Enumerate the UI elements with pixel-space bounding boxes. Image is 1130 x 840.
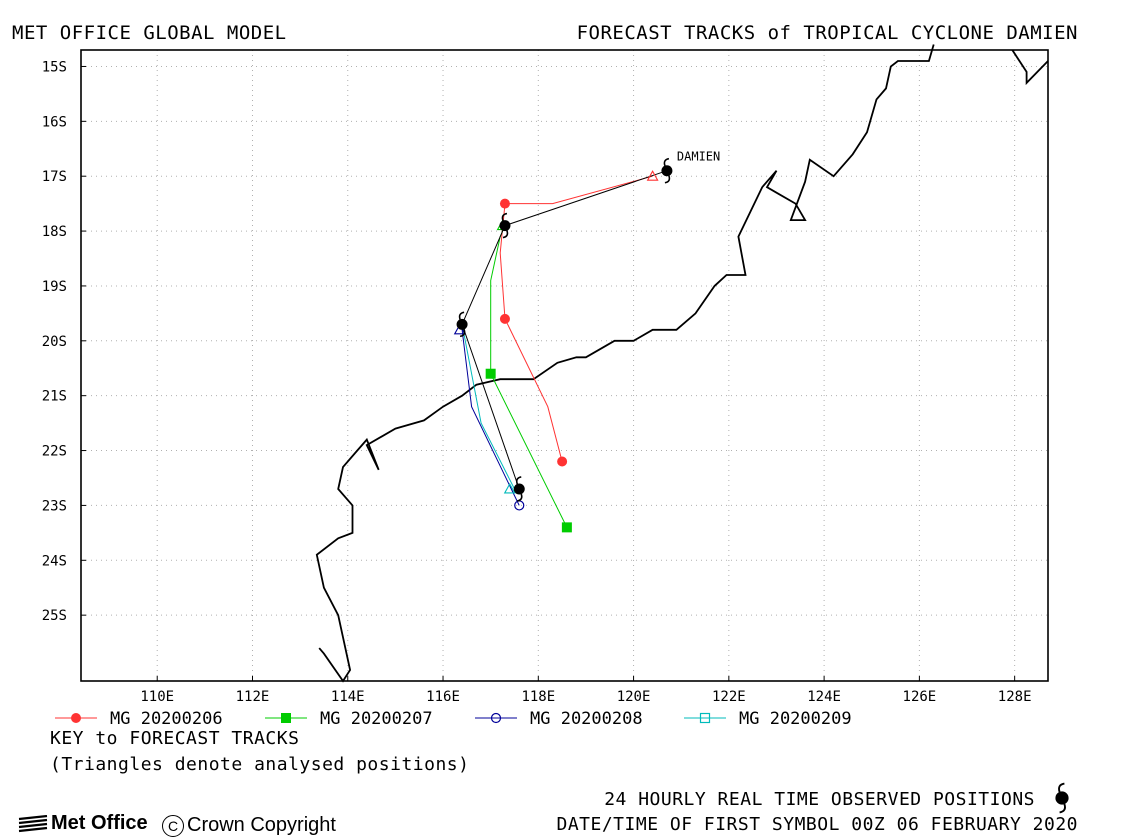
- chart-title: FORECAST TRACKS of TROPICAL CYCLONE DAMI…: [576, 22, 1078, 44]
- track-mg-20200207: [490, 225, 568, 528]
- y-tick-label: 18S: [42, 224, 67, 240]
- cyclone-icon: [1055, 782, 1069, 814]
- x-tick-label: 112E: [236, 689, 270, 705]
- coastline-northeast: [1011, 49, 1049, 86]
- x-tick-label: 128E: [998, 689, 1032, 705]
- x-tick-label: 116E: [426, 689, 460, 705]
- plot-frame: [80, 49, 1049, 682]
- cyclone-icon: [499, 212, 511, 239]
- x-tick-label: 118E: [521, 689, 555, 705]
- y-tick-label: 22S: [42, 444, 67, 460]
- y-tick-label: 20S: [42, 334, 67, 350]
- y-tick-label: 25S: [42, 608, 67, 624]
- y-tick-label: 17S: [42, 169, 67, 185]
- observed-positions: DAMIEN: [453, 150, 720, 502]
- x-tick-label: 110E: [140, 689, 174, 705]
- key-title: KEY to FORECAST TRACKS: [50, 728, 300, 749]
- cyclone-icon: [456, 311, 468, 338]
- track-point: [499, 313, 510, 324]
- forecast-tracks: [461, 175, 653, 533]
- x-tick-label: 120E: [617, 689, 651, 705]
- observed-position-cyclone-icon: [1055, 782, 1069, 814]
- legend-marker: [71, 713, 81, 723]
- met-office-waves-icon: [18, 814, 48, 832]
- x-tick-label: 124E: [807, 689, 841, 705]
- analysed-position-triangle: [646, 170, 659, 181]
- legend-marker: [281, 713, 291, 723]
- first-symbol-datetime: DATE/TIME OF FIRST SYMBOL 00Z 06 FEBRUAR…: [556, 814, 1078, 835]
- track-point: [499, 198, 510, 209]
- track-mg-20200208: [461, 329, 520, 506]
- legend: MG 20200206 MG 20200207 MG 20200208 MG 2020…: [55, 709, 852, 729]
- cyclone-icon: [661, 157, 673, 184]
- key-note: (Triangles denote analysed positions): [50, 754, 470, 775]
- legend-label: MG 20200206: [110, 709, 223, 729]
- legend-label: MG 20200209: [739, 709, 852, 729]
- y-tick-label: 24S: [42, 553, 67, 569]
- x-tick-label: 122E: [712, 689, 746, 705]
- y-tick-label: 23S: [42, 498, 67, 514]
- observed-positions-label: 24 HOURLY REAL TIME OBSERVED POSITIONS: [604, 789, 1035, 810]
- observed-track-line: [461, 170, 668, 490]
- x-tick-label: 126E: [903, 689, 937, 705]
- legend-label: MG 20200207: [320, 709, 433, 729]
- coastline: [315, 44, 1049, 683]
- analysed-position-triangle: [503, 482, 516, 494]
- axis-ticks: 110E 112E 114E 116E 118E 120E 122E 124E 126E 128E…: [42, 59, 1032, 705]
- y-tick-label: 19S: [42, 279, 67, 295]
- track-point: [557, 456, 568, 467]
- x-tick-label: 114E: [331, 689, 365, 705]
- legend-label: MG 20200208: [530, 709, 643, 729]
- track-mg-20200206: [499, 175, 653, 462]
- met-office-logo: Met Office: [18, 812, 148, 835]
- legend-marker: [699, 712, 711, 724]
- track-mg-20200209: [461, 324, 515, 490]
- track-point: [561, 522, 572, 533]
- copyright-text: Crown Copyright: [187, 814, 336, 836]
- crown-copyright: C Crown Copyright: [162, 814, 336, 837]
- copyright-icon: C: [162, 814, 184, 837]
- storm-name-label: DAMIEN: [677, 150, 720, 164]
- logo-text: Met Office: [51, 812, 148, 834]
- track-point: [485, 368, 496, 379]
- y-tick-label: 16S: [42, 114, 67, 130]
- y-tick-label: 15S: [42, 59, 67, 75]
- coastline-mainland: [315, 44, 935, 683]
- gridlines: [81, 50, 1048, 681]
- y-tick-label: 21S: [42, 389, 67, 405]
- legend-marker: [490, 712, 502, 724]
- cyclone-icon: [513, 476, 525, 502]
- model-title: MET OFFICE GLOBAL MODEL: [12, 22, 287, 44]
